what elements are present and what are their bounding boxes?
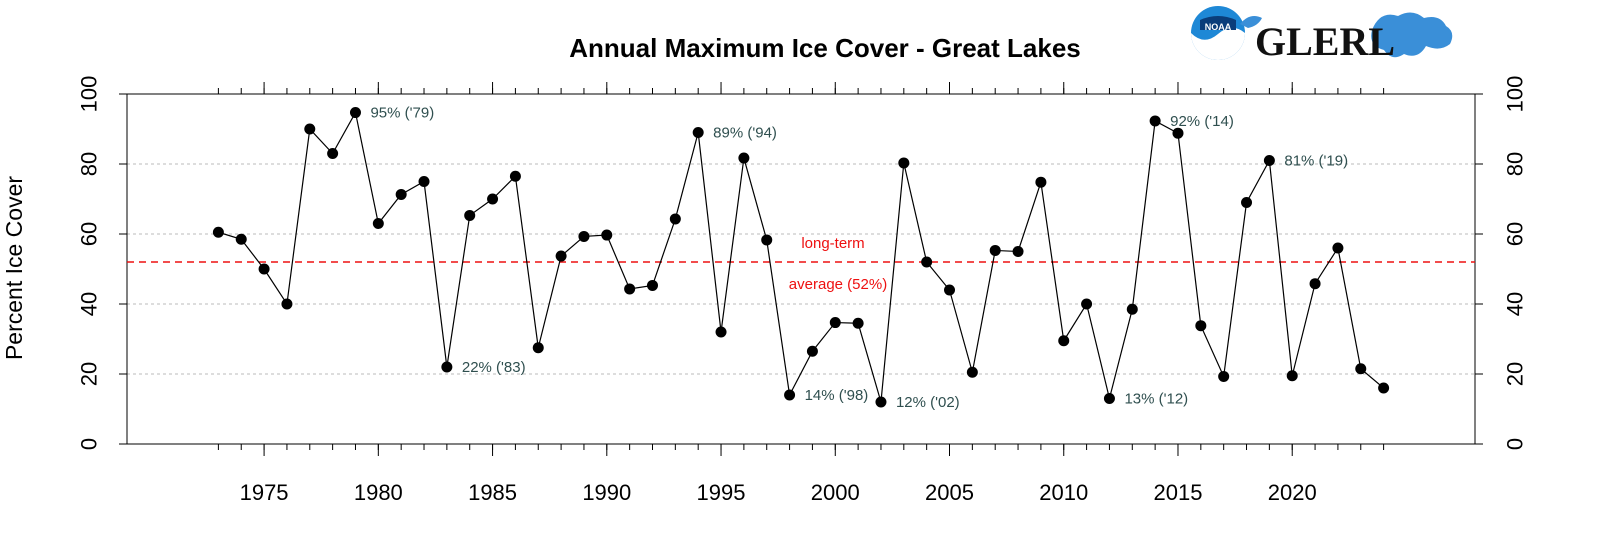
x-tick-label-1985: 1985 <box>468 480 517 505</box>
data-point-1986 <box>509 170 521 182</box>
annotation-1998: 14% ('98) <box>805 387 869 404</box>
data-point-1977 <box>304 123 316 135</box>
y-tick-label-left-20: 20 <box>77 362 102 386</box>
chart-title: Annual Maximum Ice Cover - Great Lakes <box>569 33 1081 63</box>
great-lakes-icon <box>1371 12 1453 58</box>
y-tick-label-left-40: 40 <box>77 292 102 316</box>
data-point-2024 <box>1378 382 1390 394</box>
data-point-2018 <box>1241 197 1253 208</box>
data-point-2006 <box>966 366 978 378</box>
data-point-1989 <box>578 230 590 242</box>
data-point-1990 <box>601 229 613 241</box>
data-point-1979 <box>349 107 361 119</box>
x-tick-label-2005: 2005 <box>925 480 974 505</box>
data-point-2023 <box>1355 363 1367 375</box>
y-tick-label-left-80: 80 <box>77 152 102 176</box>
average-label-line1: long-term <box>801 235 864 252</box>
y-tick-label-right-0: 0 <box>1503 438 1528 450</box>
x-tick-label-1975: 1975 <box>240 480 289 505</box>
data-point-1998 <box>784 389 796 401</box>
data-point-1983 <box>441 361 453 373</box>
data-point-1978 <box>327 148 339 159</box>
data-point-2004 <box>921 256 933 268</box>
y-tick-label-right-60: 60 <box>1503 222 1528 246</box>
x-tick-label-2010: 2010 <box>1039 480 1088 505</box>
data-point-1992 <box>646 279 658 291</box>
data-point-1985 <box>487 193 499 205</box>
data-point-1974 <box>235 233 247 245</box>
x-tick-label-1995: 1995 <box>697 480 746 505</box>
y-tick-label-right-40: 40 <box>1503 292 1528 316</box>
annotation-1979: 95% ('79) <box>370 105 434 122</box>
annotation-1994: 89% ('94) <box>713 125 777 142</box>
y-tick-label-left-0: 0 <box>77 438 102 450</box>
data-point-2011 <box>1081 298 1093 310</box>
data-point-2020 <box>1286 370 1298 382</box>
x-tick-label-1990: 1990 <box>582 480 631 505</box>
y-tick-label-left-100: 100 <box>77 76 102 113</box>
data-point-1999 <box>806 345 818 357</box>
data-point-1981 <box>395 188 407 200</box>
data-point-1987 <box>532 342 544 354</box>
data-point-2019 <box>1263 155 1275 166</box>
data-point-1996 <box>738 152 750 164</box>
y-tick-label-left-60: 60 <box>77 222 102 246</box>
data-point-2014 <box>1149 115 1161 127</box>
annotation-2012: 13% ('12) <box>1124 391 1188 408</box>
y-tick-label-right-20: 20 <box>1503 362 1528 386</box>
data-point-2003 <box>898 157 910 169</box>
x-tick-label-2015: 2015 <box>1154 480 1203 505</box>
data-point-2008 <box>1012 246 1024 257</box>
glerl-logo: GLERL <box>1240 12 1453 64</box>
data-point-2022 <box>1332 242 1344 254</box>
data-point-2013 <box>1126 303 1138 315</box>
data-point-2009 <box>1035 176 1047 188</box>
data-point-2001 <box>852 317 864 329</box>
noaa-logo-text: NOAA <box>1205 22 1232 32</box>
series-line <box>218 110 1384 403</box>
x-tick-label-1980: 1980 <box>354 480 403 505</box>
plot-frame <box>126 93 1476 445</box>
data-point-1984 <box>464 209 476 221</box>
x-tick-label-2020: 2020 <box>1268 480 1317 505</box>
data-point-1994 <box>692 127 704 138</box>
annotation-1983: 22% ('83) <box>462 359 526 376</box>
annotation-2019: 81% ('19) <box>1284 153 1348 170</box>
data-point-1982 <box>418 176 430 187</box>
data-point-2021 <box>1309 278 1321 290</box>
data-point-2015 <box>1172 127 1184 139</box>
x-tick-label-2000: 2000 <box>811 480 860 505</box>
data-point-2012 <box>1103 393 1115 404</box>
data-point-2010 <box>1058 335 1070 347</box>
data-point-1997 <box>761 234 773 246</box>
data-point-1988 <box>555 250 567 262</box>
data-point-1991 <box>624 283 636 295</box>
glerl-logo-text: GLERL <box>1255 19 1395 64</box>
y-tick-label-right-100: 100 <box>1503 76 1528 113</box>
data-point-2005 <box>944 284 956 296</box>
data-point-1976 <box>281 298 293 310</box>
average-label-line2: average (52%) <box>789 276 887 293</box>
data-point-2000 <box>829 317 841 329</box>
data-point-1975 <box>258 263 270 275</box>
noaa-logo: NOAA <box>1191 6 1245 61</box>
y-axis-label: Percent Ice Cover <box>1 176 27 360</box>
data-point-2017 <box>1218 370 1230 382</box>
annotation-2002: 12% ('02) <box>896 394 960 411</box>
data-point-2007 <box>989 244 1001 256</box>
annotation-2014: 92% ('14) <box>1170 113 1234 130</box>
data-point-2016 <box>1195 320 1207 332</box>
data-point-1980 <box>372 218 384 229</box>
data-point-1993 <box>669 213 681 225</box>
data-point-2002 <box>875 396 887 408</box>
data-point-1995 <box>715 326 727 338</box>
y-tick-label-right-80: 80 <box>1503 152 1528 176</box>
data-point-1973 <box>212 226 224 238</box>
